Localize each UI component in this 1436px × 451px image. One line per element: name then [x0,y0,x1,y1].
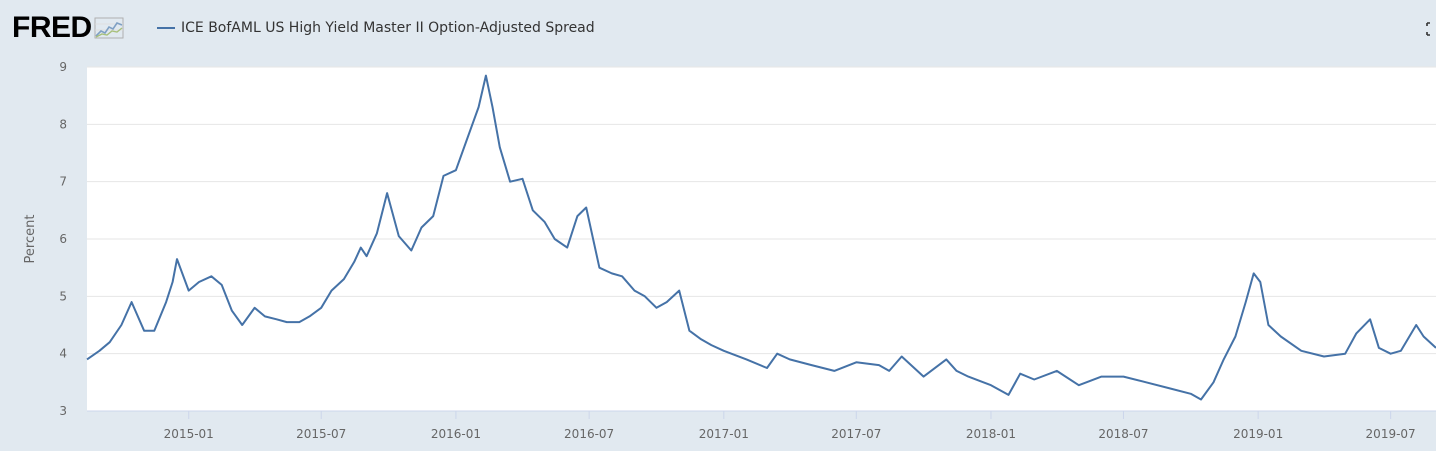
x-tick-label: 2016-01 [431,427,481,441]
legend[interactable]: ICE BofAML US High Yield Master II Optio… [157,20,595,36]
chart-header: FRED ICE BofAML US High Yield Master II … [0,0,1436,62]
series-line[interactable] [86,74,1436,401]
x-axis-ticks: 2015-01 2015-07 2016-01 2016-07 2017-01 2017-… [164,411,1416,441]
y-tick-label: 8 [59,117,67,131]
logo-text: FRED [12,11,92,44]
y-tick-label: 6 [59,232,67,246]
x-tick-label: 2019-07 [1366,427,1416,441]
y-tick-label: 7 [59,175,67,189]
x-tick-label: 2015-07 [296,427,346,441]
x-tick-label: 2017-01 [699,427,749,441]
series-layer [86,74,1436,401]
x-tick-label: 2018-01 [966,427,1016,441]
y-tick-label: 5 [59,289,67,303]
legend-label: ICE BofAML US High Yield Master II Optio… [181,20,595,36]
x-tick-label: 2016-07 [564,427,614,441]
y-axis-ticks: 3 4 5 6 7 8 9 [59,60,67,418]
legend-swatch [157,27,175,29]
x-tick-label: 2019-01 [1233,427,1283,441]
fred-logo[interactable]: FRED [12,13,124,43]
y-tick-label: 3 [59,404,67,418]
x-tick-label: 2017-07 [831,427,881,441]
fullscreen-icon[interactable] [1426,22,1435,36]
y-tick-label: 4 [59,347,67,361]
logo-graph-icon [94,17,124,39]
x-tick-label: 2018-07 [1098,427,1148,441]
y-tick-label: 9 [59,60,67,74]
gridlines [87,66,1436,355]
x-tick-label: 2015-01 [164,427,214,441]
y-axis-label: Percent [23,215,38,264]
